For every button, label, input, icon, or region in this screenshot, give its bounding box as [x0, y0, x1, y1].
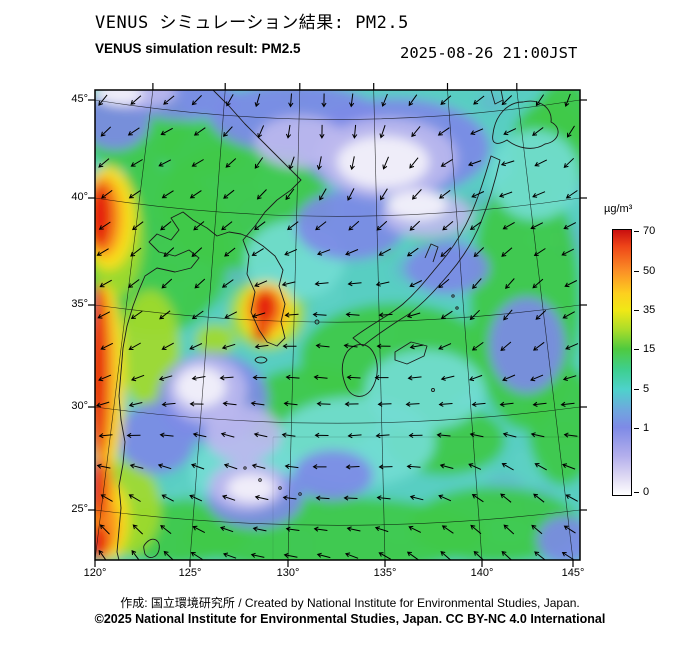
lon-tick-label: 135° [373, 567, 397, 579]
lat-tick-label: 40° [71, 191, 88, 203]
colorbar-tick [634, 309, 639, 311]
colorbar-tick-label: 50 [643, 264, 656, 277]
colorbar-tick-label: 5 [643, 383, 650, 396]
colorbar-tick [634, 491, 639, 493]
page-title-english: VENUS simulation result: PM2.5 [95, 41, 301, 56]
lon-tick-label: 130° [276, 567, 300, 579]
lon-tick-label: 140° [470, 567, 494, 579]
colorbar-tick-label: 0 [643, 485, 650, 498]
colorbar-tick [634, 270, 639, 272]
lon-tick-label: 125° [178, 567, 202, 579]
credit-line: 作成: 国立環境研究所 / Created by National Instit… [120, 596, 580, 610]
colorbar-tick-label: 1 [643, 421, 650, 434]
lat-tick-label: 30° [71, 400, 88, 412]
colorbar-tick [634, 389, 639, 391]
coastlines [116, 90, 559, 560]
heatmap-layer [95, 90, 580, 560]
colorbar: µg/m³ 70 50 35 15 5 1 0 [600, 203, 696, 523]
lat-tick-label: 25° [71, 503, 88, 515]
colorbar-unit-label: µg/m³ [604, 203, 633, 215]
lon-tick-label: 145° [561, 567, 585, 579]
lat-tick-label: 45° [71, 93, 88, 105]
map-area: 45° 40° 35° 30° 25° 120° 125° 130° 135° 140° 145° [71, 83, 587, 579]
frame-ticks [88, 83, 587, 567]
page-title-japanese: VENUS シミュレーション結果: PM2.5 [95, 13, 409, 33]
map-frame [94, 89, 581, 561]
license-line: ©2025 National Institute for Environment… [94, 612, 606, 626]
lat-tick-label: 35° [71, 298, 88, 310]
graticule [95, 90, 580, 560]
wind-vector-arrows [95, 93, 579, 560]
colorbar-tick-label: 35 [643, 303, 656, 316]
colorbar-tick [634, 427, 639, 429]
colorbar-tick [634, 348, 639, 350]
lon-tick-label: 120° [83, 567, 107, 579]
forecast-timestamp: 2025-08-26 21:00JST [400, 44, 578, 62]
colorbar-tick-label: 70 [643, 224, 656, 237]
colorbar-tick [634, 230, 639, 232]
pm25-concentration-map [88, 83, 587, 567]
colorbar-gradient [612, 229, 632, 496]
colorbar-tick-label: 15 [643, 342, 656, 355]
